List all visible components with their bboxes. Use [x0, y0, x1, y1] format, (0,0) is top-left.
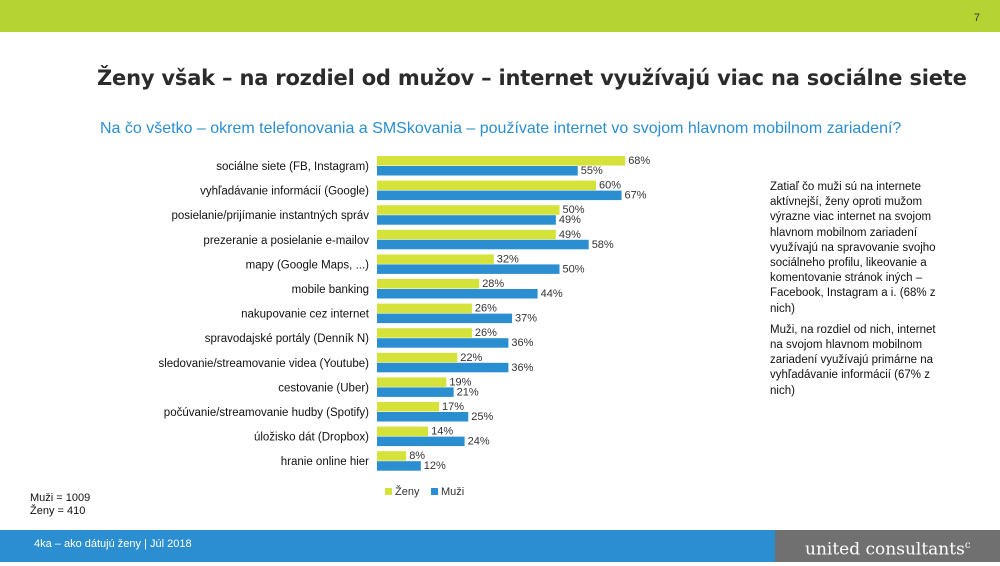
category-label: mapy (Google Maps, ...)	[246, 259, 370, 271]
legend-label: Muži	[441, 486, 464, 498]
bar-men	[377, 313, 513, 324]
legend-swatch	[431, 488, 438, 495]
data-label: 50%	[563, 263, 585, 275]
data-label: 50%	[563, 204, 585, 216]
category-label: prezeranie a posielanie e-mailov	[203, 235, 369, 247]
bar-women	[377, 426, 429, 437]
data-label: 19%	[449, 376, 471, 388]
bar-women	[377, 229, 556, 240]
data-label: 49%	[559, 214, 581, 226]
data-label: 24%	[468, 436, 490, 448]
category-label: sociálne siete (FB, Instagram)	[216, 161, 369, 173]
footer-text: 4ka – ako dátujú ženy | Júl 2018	[34, 538, 192, 550]
bar-men	[377, 362, 509, 373]
bar-men	[377, 412, 469, 422]
data-label: 68%	[628, 155, 650, 167]
bar-women	[377, 352, 458, 363]
commentary-paragraph-women: Zatiaľ čo muži sú na internete aktívnejš…	[770, 181, 936, 315]
bar-men	[377, 166, 578, 176]
brand-logo: united consultantsc	[775, 530, 1000, 562]
bar-women	[377, 279, 480, 289]
bar-men	[377, 461, 421, 471]
bar-women	[377, 156, 626, 166]
bar-men	[377, 436, 465, 447]
sample-women: Ženy = 410	[30, 505, 86, 517]
bar-women	[377, 451, 407, 461]
bar-women	[377, 254, 494, 264]
bar-women	[377, 180, 596, 191]
bar-men	[377, 338, 509, 348]
data-label: 17%	[442, 401, 464, 413]
page-subtitle: Na čo všetko – okrem telefonovania a SMS…	[100, 120, 902, 137]
data-label: 44%	[541, 288, 563, 300]
bar-men	[377, 289, 538, 299]
category-label: cestovanie (Uber)	[278, 382, 369, 394]
bar-men	[377, 387, 454, 397]
sample-size: Muži = 1009 Ženy = 410	[30, 492, 90, 518]
data-label: 28%	[482, 278, 504, 290]
data-label: 60%	[599, 180, 621, 192]
bar-women	[377, 328, 472, 338]
category-label: úložisko dát (Dropbox)	[254, 432, 369, 444]
commentary-paragraph-men: Muži, na rozdiel od nich, internet na sv…	[770, 323, 936, 397]
sample-men: Muži = 1009	[30, 492, 91, 504]
data-label: 36%	[511, 362, 533, 374]
bar-men	[377, 264, 560, 274]
brand-name: united consultants	[805, 539, 965, 560]
bar-women	[377, 402, 440, 412]
data-label: 26%	[475, 303, 497, 315]
category-label: nakupovanie cez internet	[241, 309, 370, 321]
brand-mark: c	[964, 540, 971, 551]
data-label: 26%	[475, 327, 497, 339]
category-label: počúvanie/streamovanie hudby (Spotify)	[164, 407, 369, 419]
bar-men	[377, 239, 589, 250]
data-label: 8%	[409, 450, 425, 462]
data-label: 58%	[592, 239, 614, 251]
bar-men	[377, 190, 622, 201]
data-label: 21%	[457, 386, 479, 398]
data-label: 49%	[559, 229, 581, 241]
bar-chart: sociálne siete (FB, Instagram) 68% 55% vyhľ…	[158, 155, 650, 498]
data-label: 25%	[471, 411, 493, 423]
category-label: hranie online hier	[281, 456, 369, 468]
data-label: 32%	[497, 253, 519, 265]
category-label: posielanie/prijímanie instantných správ	[171, 210, 369, 222]
category-label: vyhľadávanie informácií (Google)	[200, 186, 369, 198]
data-label: 14%	[431, 426, 453, 438]
bar-women	[377, 205, 560, 215]
top-bar	[0, 0, 1000, 32]
data-label: 22%	[460, 352, 482, 364]
bar-men	[377, 215, 556, 225]
category-label: sledovanie/streamovanie videa (Youtube)	[158, 358, 369, 370]
data-label: 36%	[511, 337, 533, 349]
data-label: 37%	[515, 313, 537, 325]
bar-women	[377, 303, 472, 314]
page-title: Ženy však – na rozdiel od mužov – intern…	[97, 66, 967, 90]
data-label: 55%	[581, 165, 603, 177]
legend-swatch	[385, 488, 392, 495]
category-label: mobile banking	[292, 284, 369, 296]
category-label: spravodajské portály (Denník N)	[205, 333, 369, 345]
data-label: 12%	[424, 460, 446, 472]
data-label: 67%	[625, 190, 647, 202]
legend-label: Ženy	[395, 485, 420, 498]
side-commentary: Zatiaľ čo muži sú na internete aktívnejš…	[770, 180, 950, 405]
page-number: 7	[973, 12, 980, 24]
bar-women	[377, 377, 447, 387]
